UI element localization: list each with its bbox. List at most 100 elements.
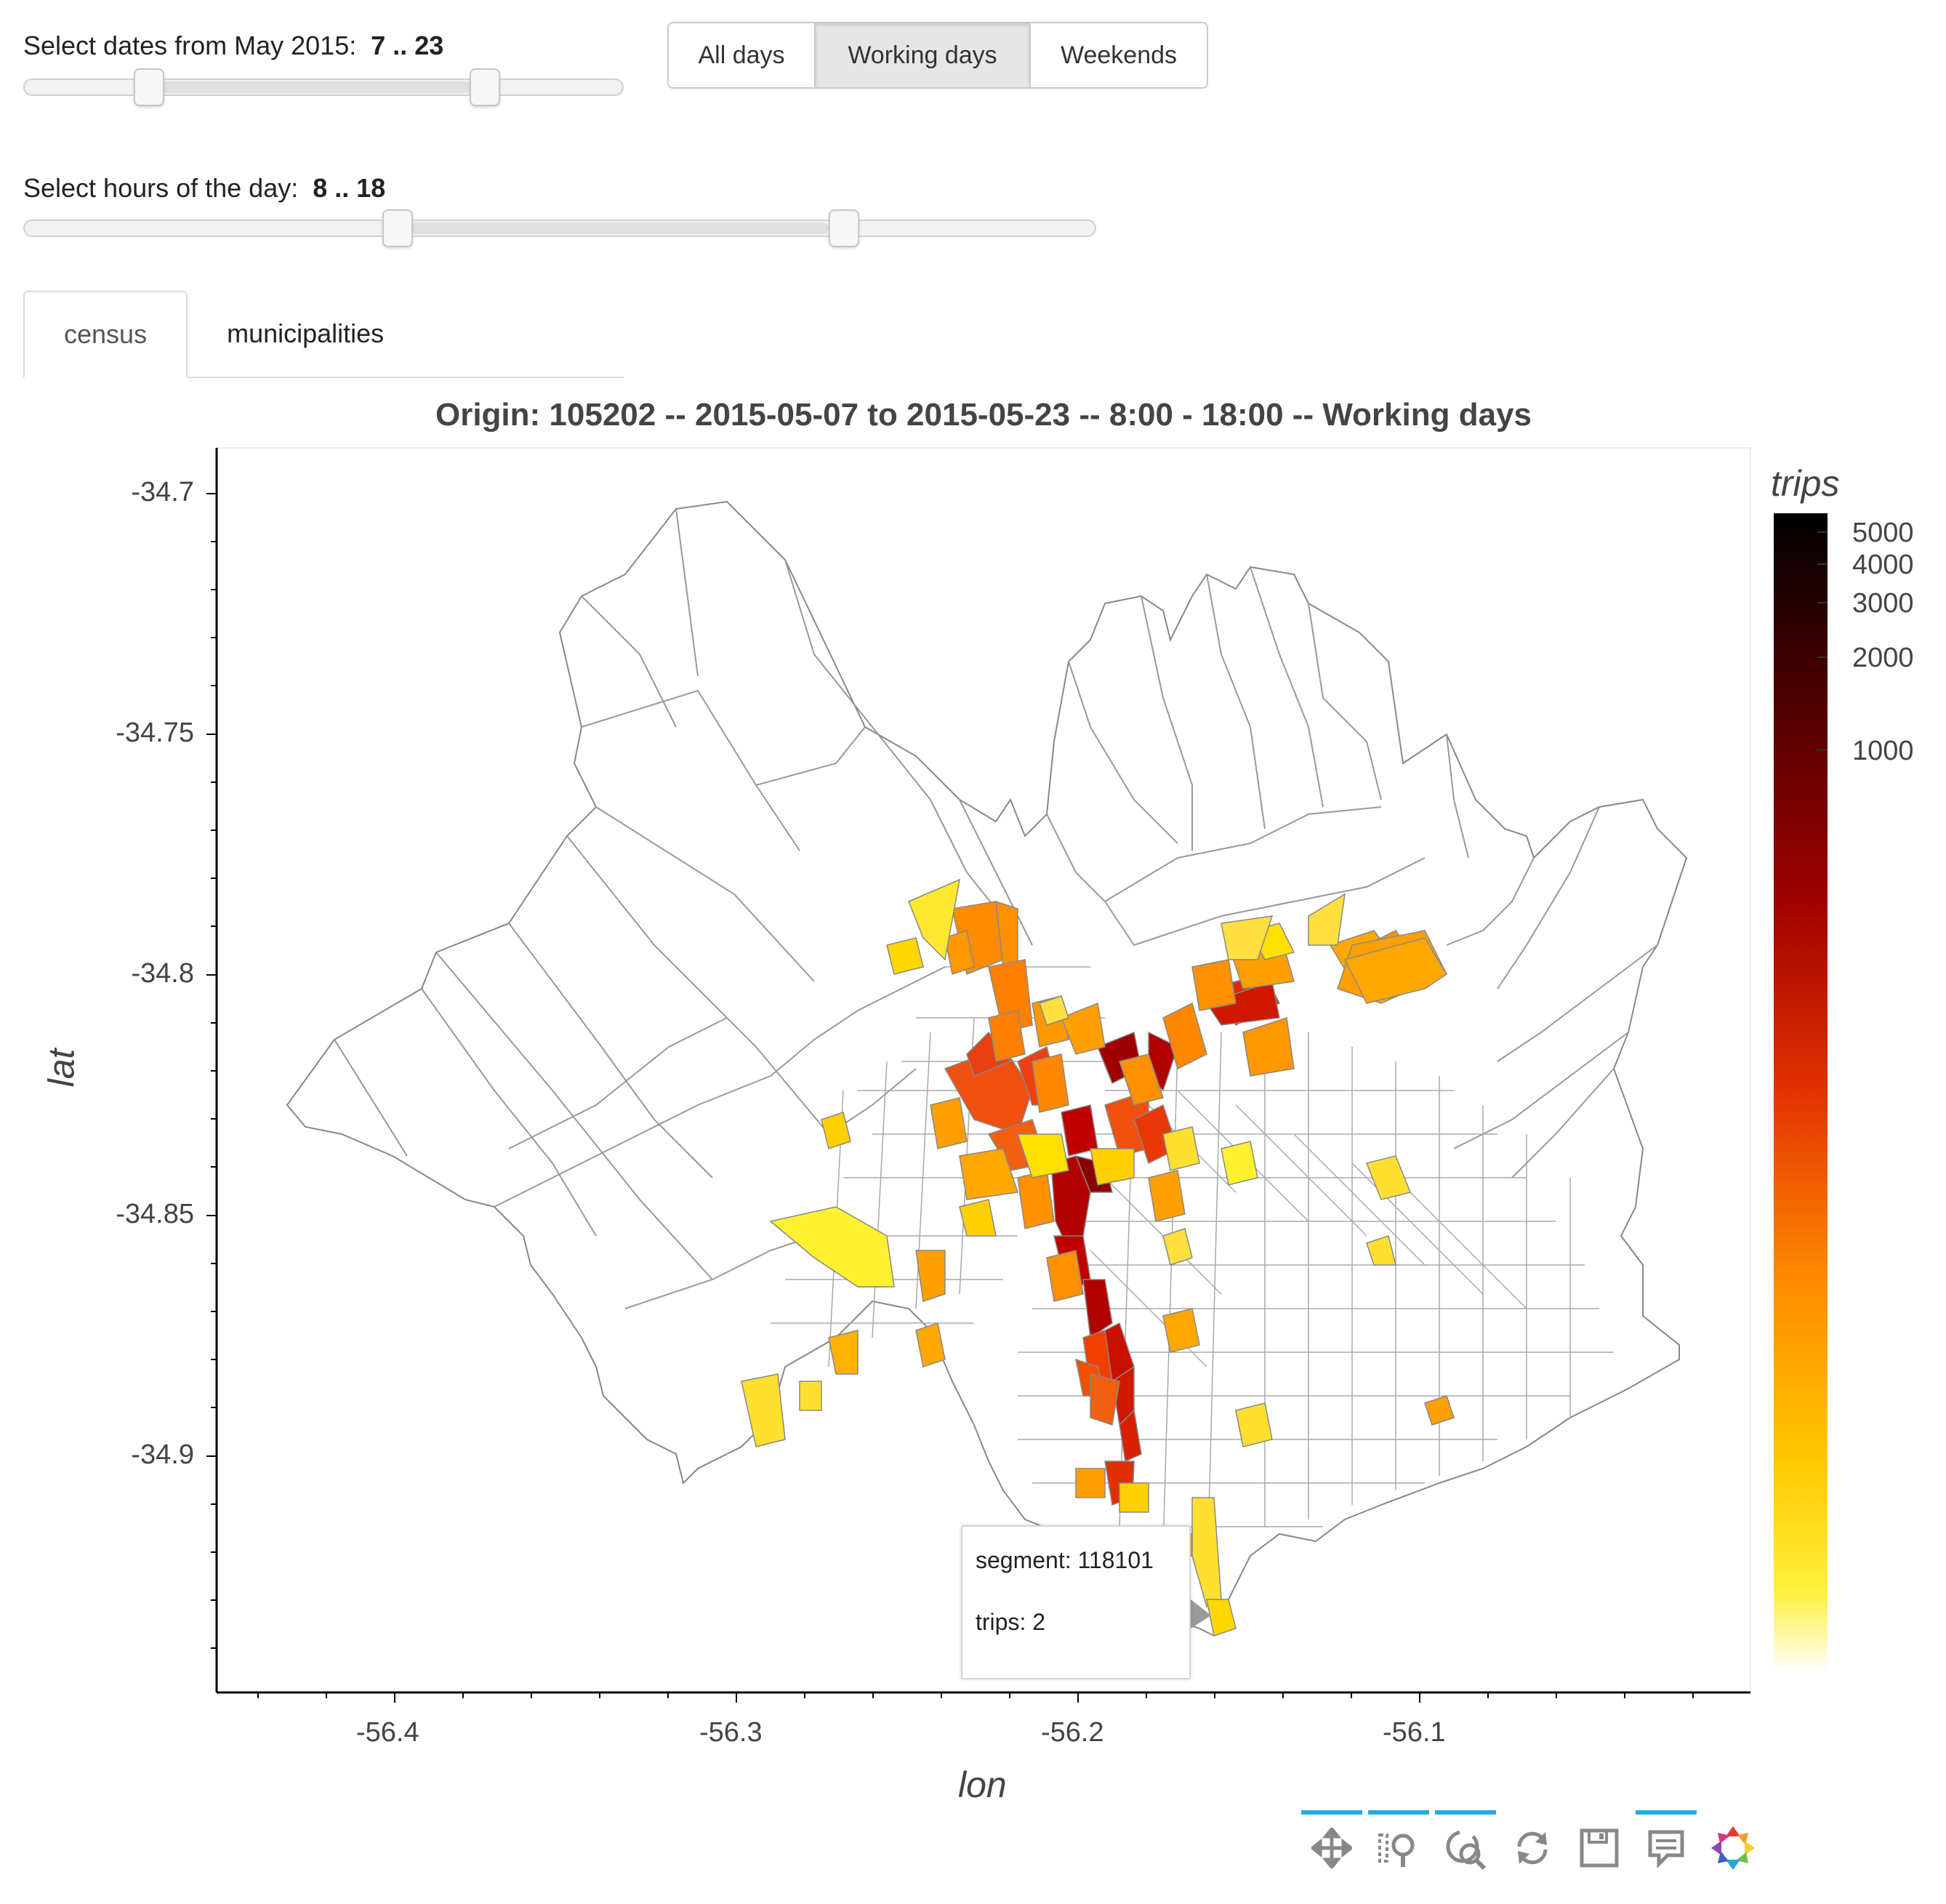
- date-slider-start-handle[interactable]: [134, 68, 164, 106]
- tooltip-pointer: [1191, 1599, 1211, 1628]
- hour-slider-prefix: Select hours of the day:: [23, 173, 299, 203]
- segment[interactable]: [1221, 915, 1274, 960]
- colorbar-tick-label: 1000: [1852, 736, 1914, 766]
- day-type-button-group: All days Working days Weekends: [667, 22, 1208, 89]
- segment[interactable]: [1162, 1126, 1200, 1171]
- x-tick-label: -56.1: [1383, 1717, 1446, 1748]
- colorbar-title: trips: [1771, 463, 1840, 504]
- y-tick-label: -34.85: [116, 1199, 194, 1229]
- trip-segments[interactable]: [741, 878, 1455, 1636]
- x-axis-title: lon: [958, 1764, 1007, 1805]
- segment[interactable]: [930, 1097, 968, 1149]
- segment[interactable]: [1148, 1170, 1186, 1222]
- segment[interactable]: [1119, 1053, 1164, 1106]
- reset-icon[interactable]: [1506, 1822, 1559, 1874]
- hour-slider-label: Select hours of the day: 8 .. 18: [23, 173, 385, 204]
- date-slider-label: Select dates from May 2015: 7 .. 23: [23, 31, 443, 61]
- hour-slider-range: [382, 222, 829, 234]
- segment[interactable]: [1016, 1133, 1069, 1178]
- segment[interactable]: [1075, 1468, 1106, 1498]
- date-slider-end-handle[interactable]: [470, 68, 500, 106]
- segment[interactable]: [915, 1322, 946, 1367]
- wheel-zoom-icon[interactable]: [1435, 1810, 1496, 1874]
- hour-slider-end-handle[interactable]: [829, 209, 859, 247]
- bokeh-logo-icon[interactable]: [1707, 1822, 1759, 1874]
- tab-municipalities[interactable]: municipalities: [227, 318, 385, 348]
- x-ticks: [257, 1692, 1694, 1703]
- save-icon[interactable]: [1573, 1822, 1625, 1874]
- segment[interactable]: [1162, 1002, 1207, 1070]
- all-days-button[interactable]: All days: [669, 23, 814, 87]
- segment[interactable]: [1119, 1482, 1149, 1513]
- layer-tabs: census municipalities: [23, 291, 624, 378]
- segment[interactable]: [828, 1330, 859, 1375]
- segment[interactable]: [959, 1148, 1018, 1200]
- segment[interactable]: [1039, 995, 1069, 1026]
- segment[interactable]: [966, 1031, 1012, 1077]
- segment[interactable]: [1082, 1279, 1113, 1339]
- segment[interactable]: [959, 1199, 997, 1237]
- segment[interactable]: [988, 959, 1033, 1033]
- segment[interactable]: [1366, 1235, 1396, 1266]
- hover-tooltip: segment: 118101 trips: 2: [961, 1525, 1191, 1679]
- segment[interactable]: [1032, 1053, 1069, 1113]
- segment[interactable]: [1119, 1409, 1142, 1463]
- segment[interactable]: [1061, 1002, 1106, 1055]
- hour-slider-value: 8 .. 18: [313, 173, 386, 203]
- segment[interactable]: [908, 878, 960, 961]
- working-days-button[interactable]: Working days: [814, 23, 1029, 87]
- segment-boundaries: [334, 508, 1658, 1309]
- segment[interactable]: [1090, 1148, 1135, 1186]
- y-tick-label: -34.75: [116, 718, 194, 748]
- colorbar-tick-label: 3000: [1852, 588, 1914, 619]
- segment[interactable]: [944, 930, 975, 975]
- y-tick-label: -34.7: [131, 477, 194, 507]
- date-slider-value: 7 .. 23: [371, 31, 444, 60]
- segment[interactable]: [821, 1112, 851, 1149]
- hover-icon[interactable]: [1636, 1810, 1697, 1874]
- hour-slider-start-handle[interactable]: [382, 209, 413, 247]
- segment[interactable]: [1206, 1599, 1237, 1636]
- segment[interactable]: [1162, 1228, 1193, 1266]
- hour-slider[interactable]: [23, 209, 1096, 247]
- segment[interactable]: [988, 1010, 1026, 1062]
- segment[interactable]: [1365, 1155, 1412, 1200]
- date-slider[interactable]: [23, 68, 624, 106]
- date-slider-range: [134, 81, 475, 93]
- segment[interactable]: [1205, 981, 1280, 1026]
- segment[interactable]: [1046, 1250, 1084, 1302]
- tab-census[interactable]: census: [23, 291, 188, 378]
- segment[interactable]: [1424, 1395, 1455, 1426]
- segment[interactable]: [1343, 937, 1448, 1004]
- segment[interactable]: [1162, 1308, 1200, 1353]
- colorbar-tick-label: 4000: [1852, 550, 1914, 580]
- y-ticks: [206, 493, 217, 1649]
- segment[interactable]: [1308, 893, 1346, 946]
- segment[interactable]: [1235, 1402, 1273, 1447]
- x-tick-label: -56.3: [699, 1717, 763, 1748]
- segment[interactable]: [915, 1250, 946, 1302]
- weekends-button[interactable]: Weekends: [1029, 23, 1207, 87]
- box-zoom-icon[interactable]: [1368, 1810, 1429, 1874]
- segment[interactable]: [1191, 959, 1237, 1011]
- y-tick-label: -34.9: [131, 1439, 194, 1470]
- segment[interactable]: [741, 1373, 786, 1447]
- census-segments-layer[interactable]: [286, 500, 1688, 1637]
- colorbar: [1774, 513, 1828, 1672]
- pan-icon[interactable]: [1301, 1810, 1362, 1874]
- date-slider-prefix: Select dates from May 2015:: [23, 31, 357, 60]
- x-tick-label: -56.2: [1041, 1717, 1104, 1748]
- map-title: Origin: 105202 -- 2015-05-07 to 2015-05-…: [435, 397, 1532, 433]
- segment[interactable]: [886, 937, 924, 975]
- segment[interactable]: [1242, 1017, 1295, 1077]
- segment[interactable]: [769, 1206, 895, 1288]
- colorbar-tick-label: 2000: [1852, 643, 1914, 673]
- segment[interactable]: [1221, 1141, 1258, 1186]
- segment[interactable]: [1090, 1373, 1120, 1426]
- segment[interactable]: [799, 1381, 822, 1411]
- colorbar-gradient: [1774, 513, 1828, 1672]
- urban-segment-grid: [771, 966, 1614, 1600]
- x-tick-label: -56.4: [356, 1717, 419, 1748]
- tooltip-segment: segment: 118101: [976, 1547, 1154, 1573]
